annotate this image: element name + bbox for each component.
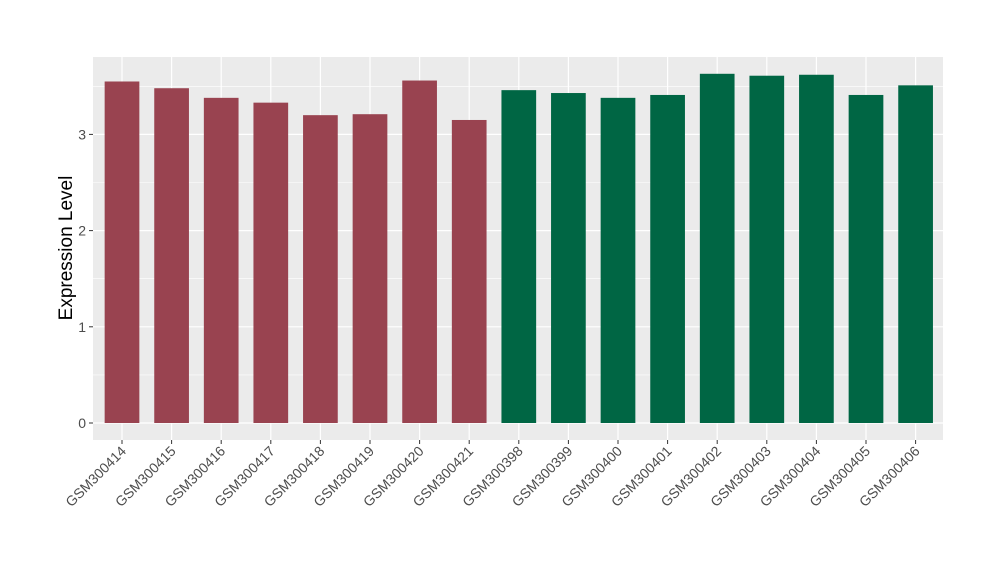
- bar-GSM300405: [848, 94, 884, 423]
- bar-GSM300401: [650, 94, 685, 423]
- bar-GSM300402: [699, 73, 735, 423]
- y-tick-label: 3: [78, 126, 86, 142]
- y-tick-label: 0: [78, 415, 86, 431]
- bar-GSM300399: [551, 93, 586, 423]
- bar-GSM300404: [799, 74, 834, 424]
- y-axis-ticks: 0 1 2 3: [78, 126, 93, 431]
- bar-GSM300416: [203, 97, 239, 424]
- y-axis-title: Expression Level: [56, 176, 77, 321]
- bar-GSM300417: [253, 102, 289, 424]
- bar-GSM300406: [898, 85, 933, 423]
- bar-GSM300414: [104, 81, 140, 424]
- x-axis-ticks: GSM300414GSM300415GSM300416GSM300417GSM3…: [62, 440, 923, 510]
- bar-GSM300415: [154, 88, 189, 423]
- bar-GSM300419: [352, 114, 388, 423]
- bar-GSM300421: [451, 119, 487, 423]
- bar-GSM300403: [749, 75, 785, 423]
- y-tick-label: 1: [78, 319, 86, 335]
- bar-GSM300418: [303, 115, 338, 423]
- y-tick-label: 2: [78, 223, 86, 239]
- bars: [104, 73, 933, 424]
- bar-GSM300398: [501, 90, 537, 423]
- bar-GSM300400: [600, 97, 636, 424]
- bar-GSM300420: [402, 80, 437, 423]
